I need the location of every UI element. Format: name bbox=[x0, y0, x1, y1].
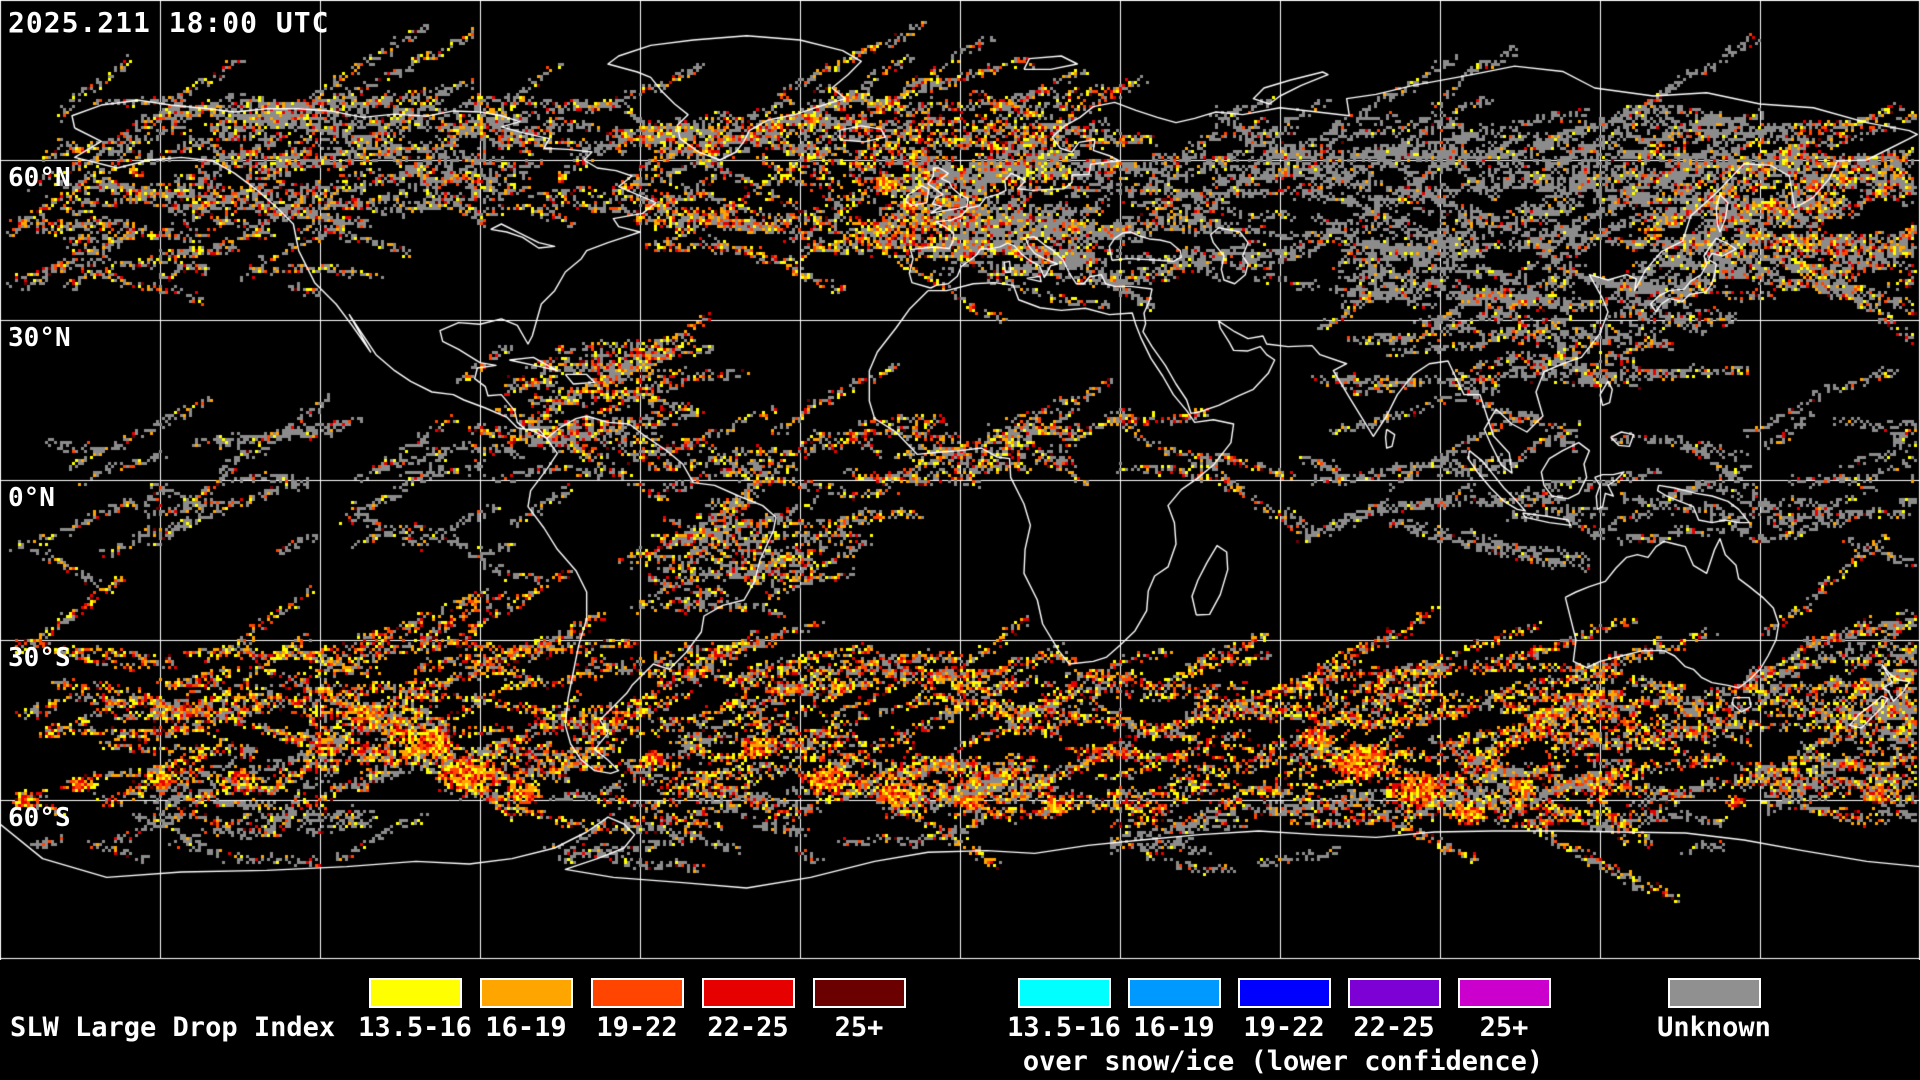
legend-bin-label-snowice-4: 22-25 bbox=[1353, 1012, 1435, 1043]
lat-label-60s: 60°S bbox=[8, 803, 71, 833]
legend-swatch-snowice-1 bbox=[1018, 978, 1111, 1008]
legend-bin-label-snowice-1: 13.5-16 bbox=[1007, 1012, 1121, 1043]
legend-label-unknown: Unknown bbox=[1657, 1012, 1771, 1043]
legend-bin-label-standard-4: 22-25 bbox=[707, 1012, 789, 1043]
legend-bin-label-snowice-2: 16-19 bbox=[1133, 1012, 1215, 1043]
legend-swatch-unknown bbox=[1668, 978, 1761, 1008]
legend-title: SLW Large Drop Index bbox=[10, 1012, 336, 1043]
legend-bin-label-standard-5: 25+ bbox=[834, 1012, 884, 1043]
legend-bar: SLW Large Drop Index 13.5-16 16-19 19-22… bbox=[0, 960, 1920, 1080]
lat-label-30s: 30°S bbox=[8, 643, 71, 673]
timestamp: 2025.211 18:00 UTC bbox=[8, 6, 330, 39]
legend-swatch-snowice-4 bbox=[1348, 978, 1441, 1008]
legend-bin-label-snowice-5: 25+ bbox=[1479, 1012, 1529, 1043]
legend-swatch-standard-2 bbox=[480, 978, 573, 1008]
legend-swatch-snowice-3 bbox=[1238, 978, 1331, 1008]
lat-label-60n: 60°N bbox=[8, 163, 71, 193]
legend-swatch-snowice-5 bbox=[1458, 978, 1551, 1008]
lat-label-0n: 0°N bbox=[8, 483, 55, 513]
legend-caption-snow-ice: over snow/ice (lower confidence) bbox=[1022, 1046, 1544, 1077]
legend-swatch-snowice-2 bbox=[1128, 978, 1221, 1008]
legend-bin-label-snowice-3: 19-22 bbox=[1243, 1012, 1325, 1043]
lat-label-30n: 30°N bbox=[8, 323, 71, 353]
legend-swatch-standard-3 bbox=[591, 978, 684, 1008]
legend-swatch-standard-5 bbox=[813, 978, 906, 1008]
legend-bin-label-standard-2: 16-19 bbox=[485, 1012, 567, 1043]
legend-swatch-standard-1 bbox=[369, 978, 462, 1008]
legend-swatch-standard-4 bbox=[702, 978, 795, 1008]
world-map-canvas bbox=[0, 0, 1920, 960]
legend-bin-label-standard-1: 13.5-16 bbox=[358, 1012, 472, 1043]
legend-bin-label-standard-3: 19-22 bbox=[596, 1012, 678, 1043]
